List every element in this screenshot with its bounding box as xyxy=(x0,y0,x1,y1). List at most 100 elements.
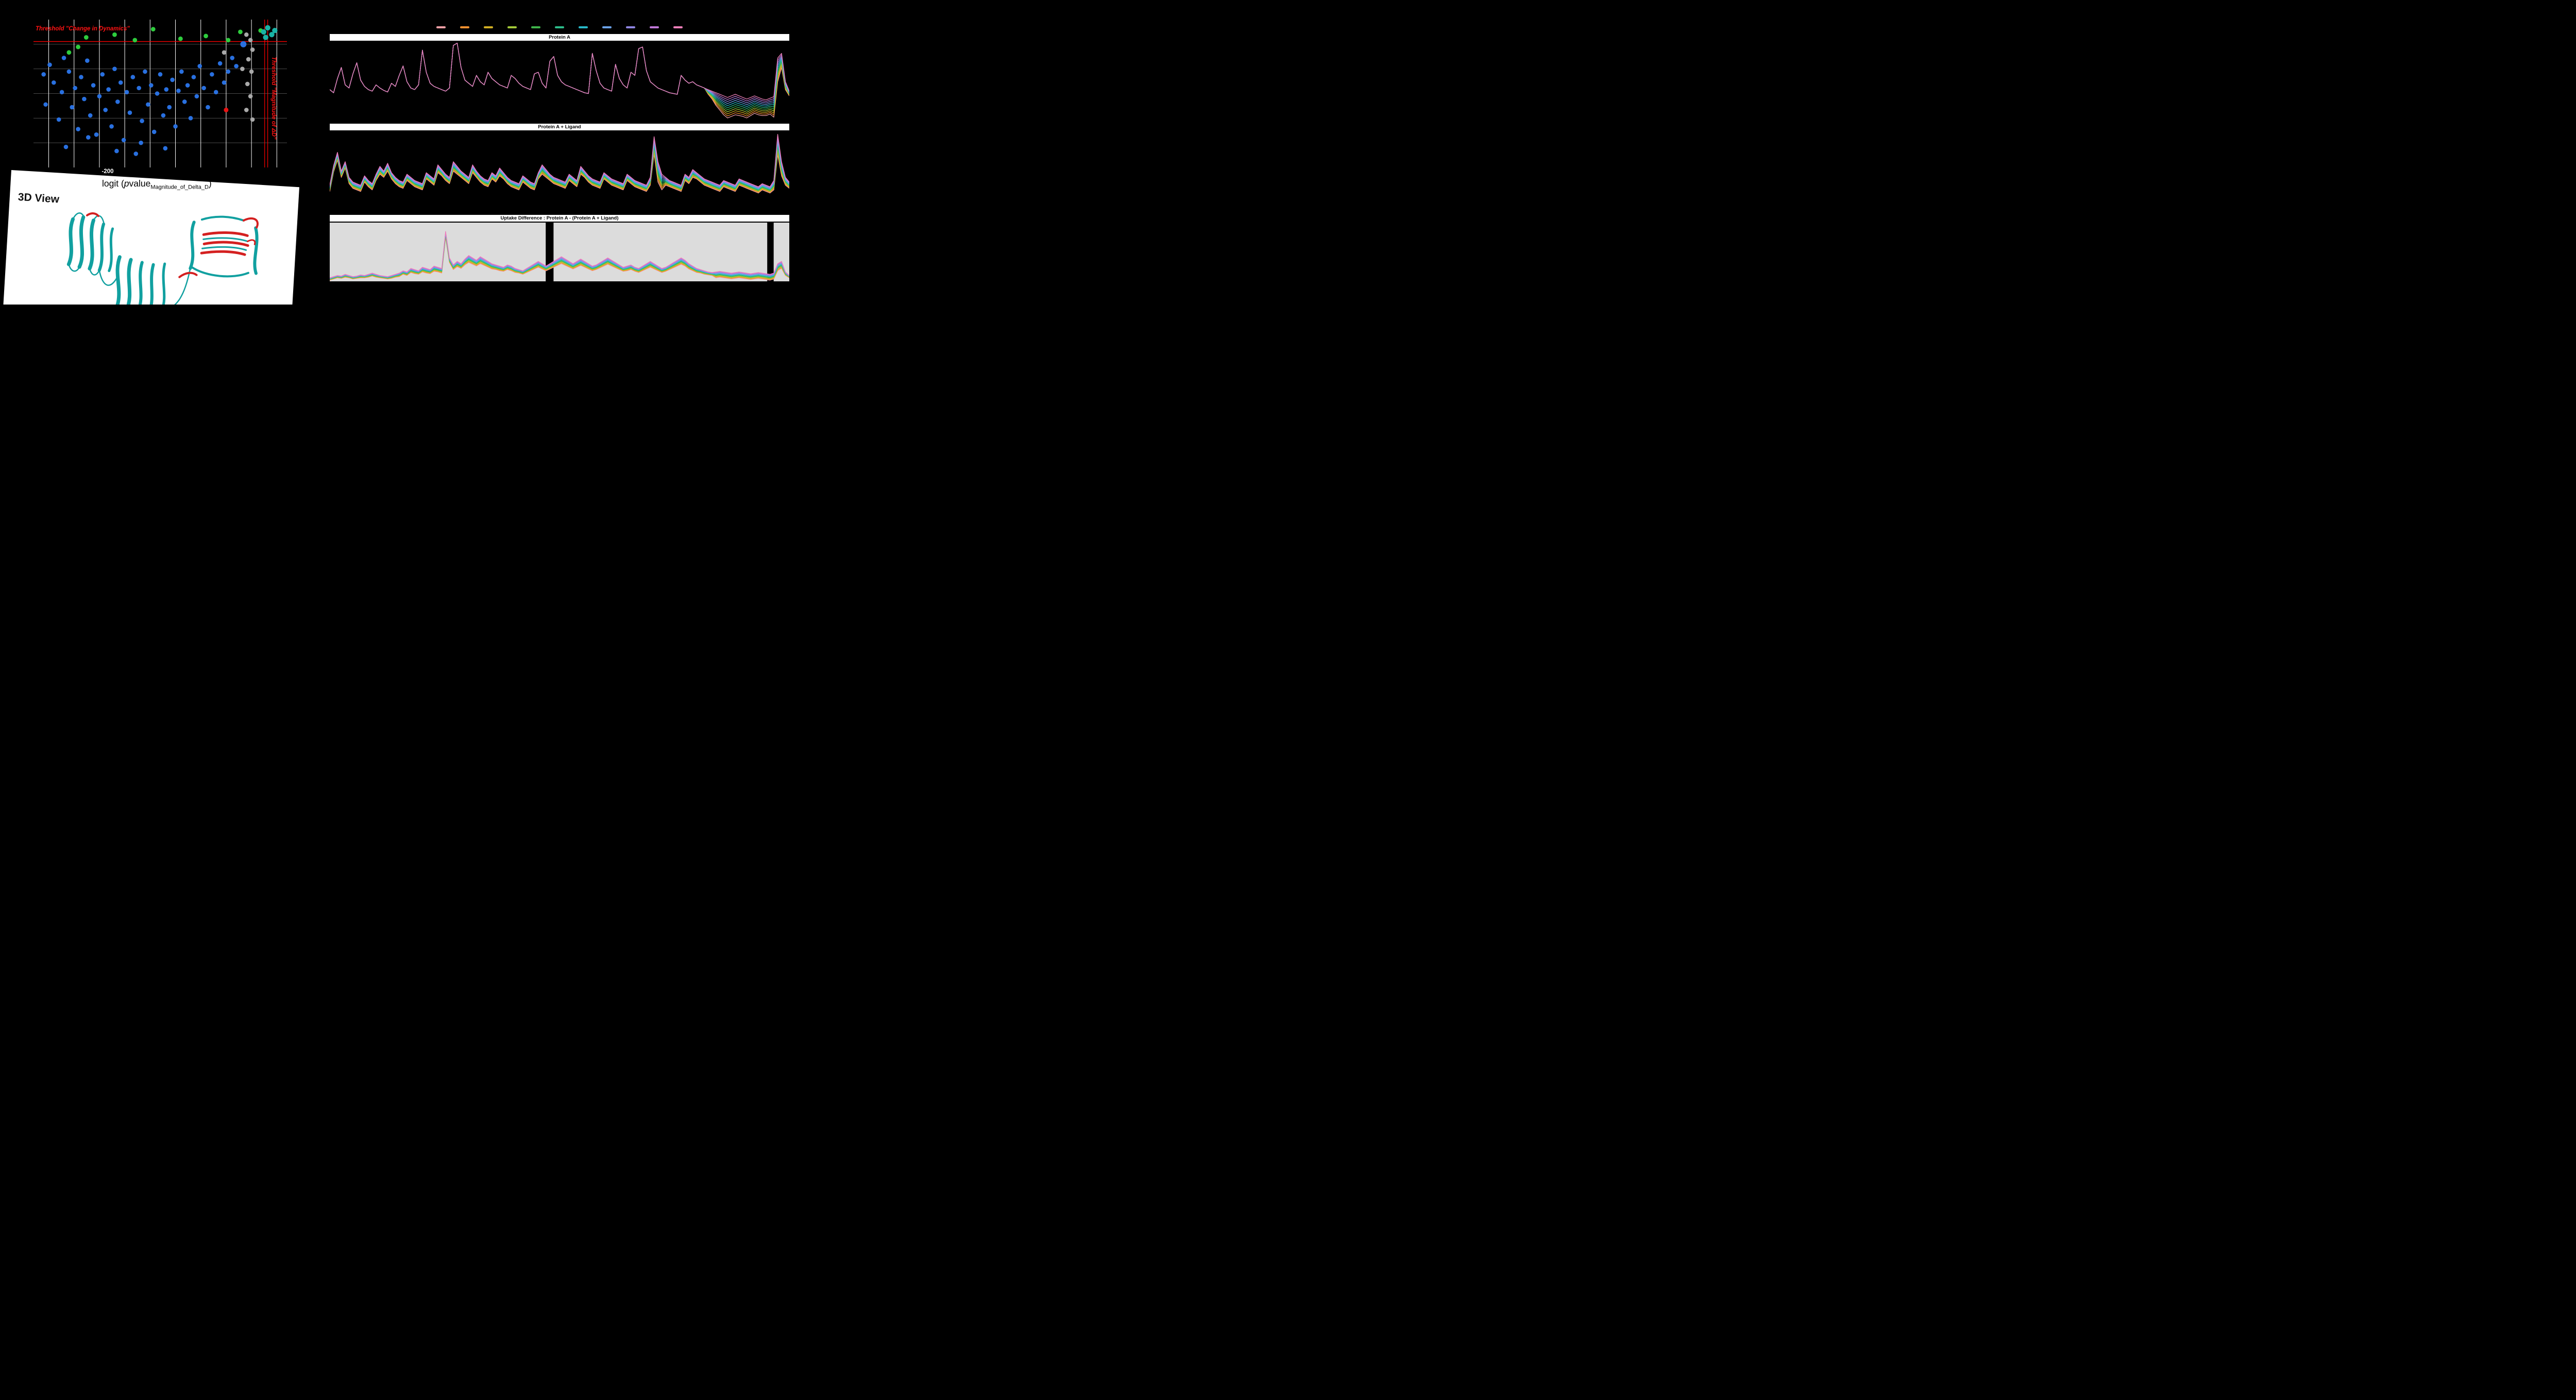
series-line-t1[interactable] xyxy=(330,42,789,119)
scatter-point-not-significant[interactable] xyxy=(182,99,187,104)
scatter-point-not-significant[interactable] xyxy=(118,80,123,85)
series-line-t11[interactable] xyxy=(330,42,789,100)
scatter-point-not-significant[interactable] xyxy=(170,77,175,82)
series-line-t6[interactable] xyxy=(330,144,789,191)
scatter-point-below-magnitude-threshold[interactable] xyxy=(244,108,249,112)
scatter-point-not-significant[interactable] xyxy=(70,105,75,110)
legend-item-t6[interactable] xyxy=(555,26,564,28)
scatter-point-not-significant[interactable] xyxy=(148,83,154,88)
legend-item-t4[interactable] xyxy=(507,26,517,28)
scatter-point-not-significant[interactable] xyxy=(97,94,102,99)
scatter-point-not-significant[interactable] xyxy=(109,124,114,129)
scatter-point-not-significant[interactable] xyxy=(139,140,143,145)
scatter-point-not-significant[interactable] xyxy=(106,87,111,92)
scatter-point-not-significant[interactable] xyxy=(213,90,218,95)
scatter-point-not-significant[interactable] xyxy=(114,148,119,154)
scatter-point-not-significant[interactable] xyxy=(121,138,126,143)
chart-protein-a-ligand[interactable] xyxy=(330,130,789,209)
scatter-point-selected-cluster[interactable] xyxy=(272,28,278,33)
scatter-point-below-magnitude-threshold[interactable] xyxy=(240,66,245,71)
scatter-point-not-significant[interactable] xyxy=(226,69,231,74)
scatter-point-significant-change[interactable] xyxy=(238,29,243,35)
scatter-point-not-significant[interactable] xyxy=(158,72,163,77)
scatter-point-not-significant[interactable] xyxy=(191,75,196,79)
scatter-point-below-magnitude-threshold[interactable] xyxy=(248,38,253,43)
scatter-point-not-significant[interactable] xyxy=(230,56,235,60)
scatter-point-significant-change[interactable] xyxy=(226,38,231,43)
scatter-point-not-significant[interactable] xyxy=(167,105,172,110)
scatter-point-selected-cluster[interactable] xyxy=(261,29,266,35)
chart-protein-a[interactable] xyxy=(330,41,789,120)
scatter-point-not-significant[interactable] xyxy=(63,144,69,149)
scatter-point-not-significant[interactable] xyxy=(103,108,108,112)
scatter-point-not-significant[interactable] xyxy=(41,72,46,77)
scatter-point-not-significant[interactable] xyxy=(197,64,202,69)
series-line-t7[interactable] xyxy=(330,42,789,107)
scatter-point-selected-cluster[interactable] xyxy=(263,35,268,40)
scatter-point-not-significant[interactable] xyxy=(206,105,210,110)
scatter-point-not-significant[interactable] xyxy=(112,66,117,71)
scatter-point-significant-change[interactable] xyxy=(66,50,72,55)
volcano-plot[interactable]: Threshold "Change in Dynamics" Threshold… xyxy=(33,20,287,175)
scatter-point-below-magnitude-threshold[interactable] xyxy=(222,50,227,55)
scatter-point-not-significant[interactable] xyxy=(127,110,132,115)
scatter-point-below-magnitude-threshold[interactable] xyxy=(250,47,255,52)
legend-item-t10[interactable] xyxy=(650,26,659,28)
scatter-point-not-significant[interactable] xyxy=(59,90,64,95)
scatter-point-not-significant[interactable] xyxy=(133,151,139,156)
series-line-t9[interactable] xyxy=(330,42,789,104)
legend-item-t7[interactable] xyxy=(579,26,588,28)
series-line-t11[interactable] xyxy=(330,133,789,188)
scatter-point-significant-change[interactable] xyxy=(204,33,208,39)
scatter-point-not-significant[interactable] xyxy=(234,64,239,69)
scatter-point-not-significant[interactable] xyxy=(217,61,223,66)
chart-uptake-difference[interactable] xyxy=(330,223,789,281)
series-line-t8[interactable] xyxy=(330,42,789,105)
scatter-point-negative-change[interactable] xyxy=(224,107,229,112)
scatter-point-below-magnitude-threshold[interactable] xyxy=(250,117,255,122)
scatter-point-below-magnitude-threshold[interactable] xyxy=(244,32,249,37)
series-line-t11[interactable] xyxy=(330,231,789,278)
scatter-point-below-magnitude-threshold[interactable] xyxy=(246,57,251,62)
scatter-point-below-magnitude-threshold[interactable] xyxy=(245,81,250,87)
scatter-point-selected-cluster[interactable] xyxy=(269,32,275,38)
scatter-point-below-magnitude-threshold[interactable] xyxy=(248,94,253,99)
scatter-point-not-significant[interactable] xyxy=(91,83,96,88)
legend-item-t11[interactable] xyxy=(673,26,683,28)
scatter-point-not-significant[interactable] xyxy=(43,102,48,107)
scatter-point-significant-change[interactable] xyxy=(132,38,138,43)
scatter-point-not-significant[interactable] xyxy=(185,83,190,88)
scatter-point-not-significant[interactable] xyxy=(66,69,72,74)
scatter-point-not-significant[interactable] xyxy=(173,124,178,129)
scatter-point-not-significant[interactable] xyxy=(161,113,166,118)
legend-item-t1[interactable] xyxy=(436,26,446,28)
scatter-point-not-significant[interactable] xyxy=(146,102,150,107)
scatter-point-not-significant[interactable] xyxy=(56,117,61,122)
scatter-point-not-significant-large[interactable] xyxy=(240,41,247,47)
scatter-point-selected-cluster[interactable] xyxy=(265,25,270,31)
scatter-point-not-significant[interactable] xyxy=(115,99,120,104)
legend-item-t5[interactable] xyxy=(531,26,540,28)
panel-3d-view[interactable]: 3D View xyxy=(2,170,300,305)
scatter-point-not-significant[interactable] xyxy=(201,86,206,91)
scatter-point-not-significant[interactable] xyxy=(61,56,66,60)
scatter-point-not-significant[interactable] xyxy=(151,129,157,134)
scatter-point-not-significant[interactable] xyxy=(100,72,105,77)
scatter-point-not-significant[interactable] xyxy=(163,146,168,151)
scatter-point-not-significant[interactable] xyxy=(79,75,83,79)
legend-item-t8[interactable] xyxy=(602,26,612,28)
scatter-point-not-significant[interactable] xyxy=(47,62,52,67)
scatter-point-not-significant[interactable] xyxy=(137,86,141,91)
scatter-point-not-significant[interactable] xyxy=(155,91,160,96)
scatter-point-significant-change[interactable] xyxy=(150,27,156,32)
series-line-t10[interactable] xyxy=(330,42,789,102)
scatter-point-not-significant[interactable] xyxy=(179,69,184,74)
scatter-point-not-significant[interactable] xyxy=(130,75,135,79)
series-line-t3[interactable] xyxy=(330,235,789,280)
scatter-point-not-significant[interactable] xyxy=(85,58,90,63)
scatter-point-not-significant[interactable] xyxy=(124,90,129,95)
scatter-point-significant-change[interactable] xyxy=(83,35,89,40)
series-line-t7[interactable] xyxy=(330,233,789,279)
scatter-point-significant-change[interactable] xyxy=(178,36,183,41)
scatter-point-not-significant[interactable] xyxy=(176,88,181,93)
